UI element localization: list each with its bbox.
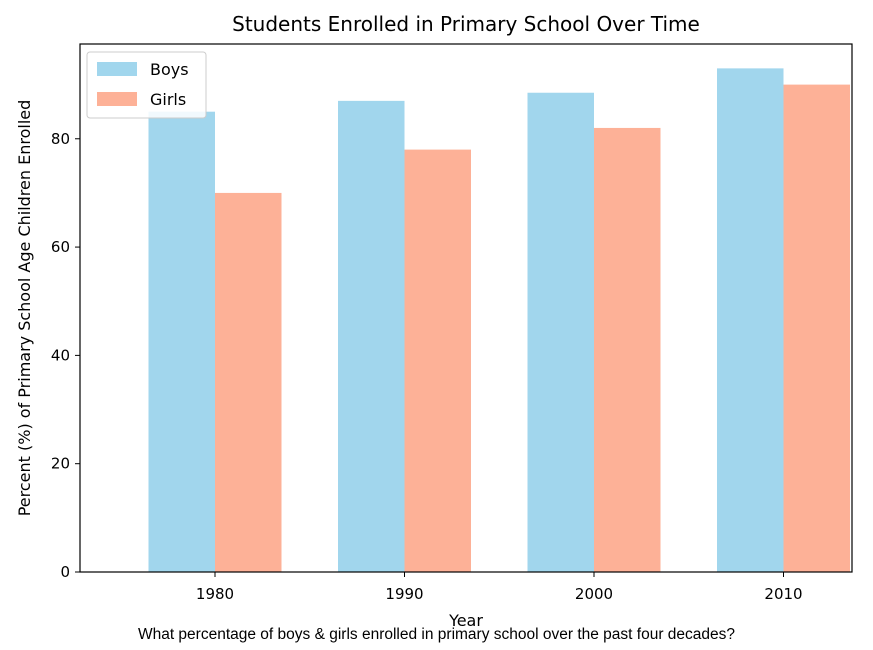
chart-title: Students Enrolled in Primary School Over… [232, 12, 700, 36]
x-tick-label: 1990 [385, 585, 423, 603]
legend-label-boys: Boys [150, 60, 189, 79]
x-tick-label: 2000 [575, 585, 613, 603]
y-tick-label: 0 [60, 563, 70, 581]
legend-label-girls: Girls [150, 90, 186, 109]
y-tick-label: 60 [51, 238, 70, 256]
x-tick-label: 1980 [196, 585, 234, 603]
x-tick-label: 2010 [764, 585, 802, 603]
y-tick-label: 40 [51, 346, 70, 364]
bar-boys-1990 [338, 100, 405, 572]
legend: Boys Girls [86, 51, 207, 119]
y-axis-label: Percent (%) of Primary School Age Childr… [15, 100, 34, 517]
y-tick-label: 20 [51, 455, 70, 473]
bar-girls-2000 [594, 127, 661, 572]
bar-girls-1990 [404, 149, 471, 572]
x-axis-label: Year [448, 611, 483, 626]
bar-boys-1980 [148, 111, 215, 572]
legend-swatch-girls [97, 92, 137, 106]
plot-area-frame [79, 43, 853, 573]
bar-chart: Students Enrolled in Primary School Over… [15, 12, 853, 626]
bar-girls-1980 [215, 192, 282, 572]
y-tick-label: 80 [51, 130, 70, 148]
question-caption: What percentage of boys & girls enrolled… [137, 626, 736, 643]
bar-boys-2010 [717, 68, 784, 572]
legend-swatch-boys [97, 62, 137, 76]
bar-girls-2010 [783, 84, 850, 572]
bar-boys-2000 [527, 92, 594, 572]
